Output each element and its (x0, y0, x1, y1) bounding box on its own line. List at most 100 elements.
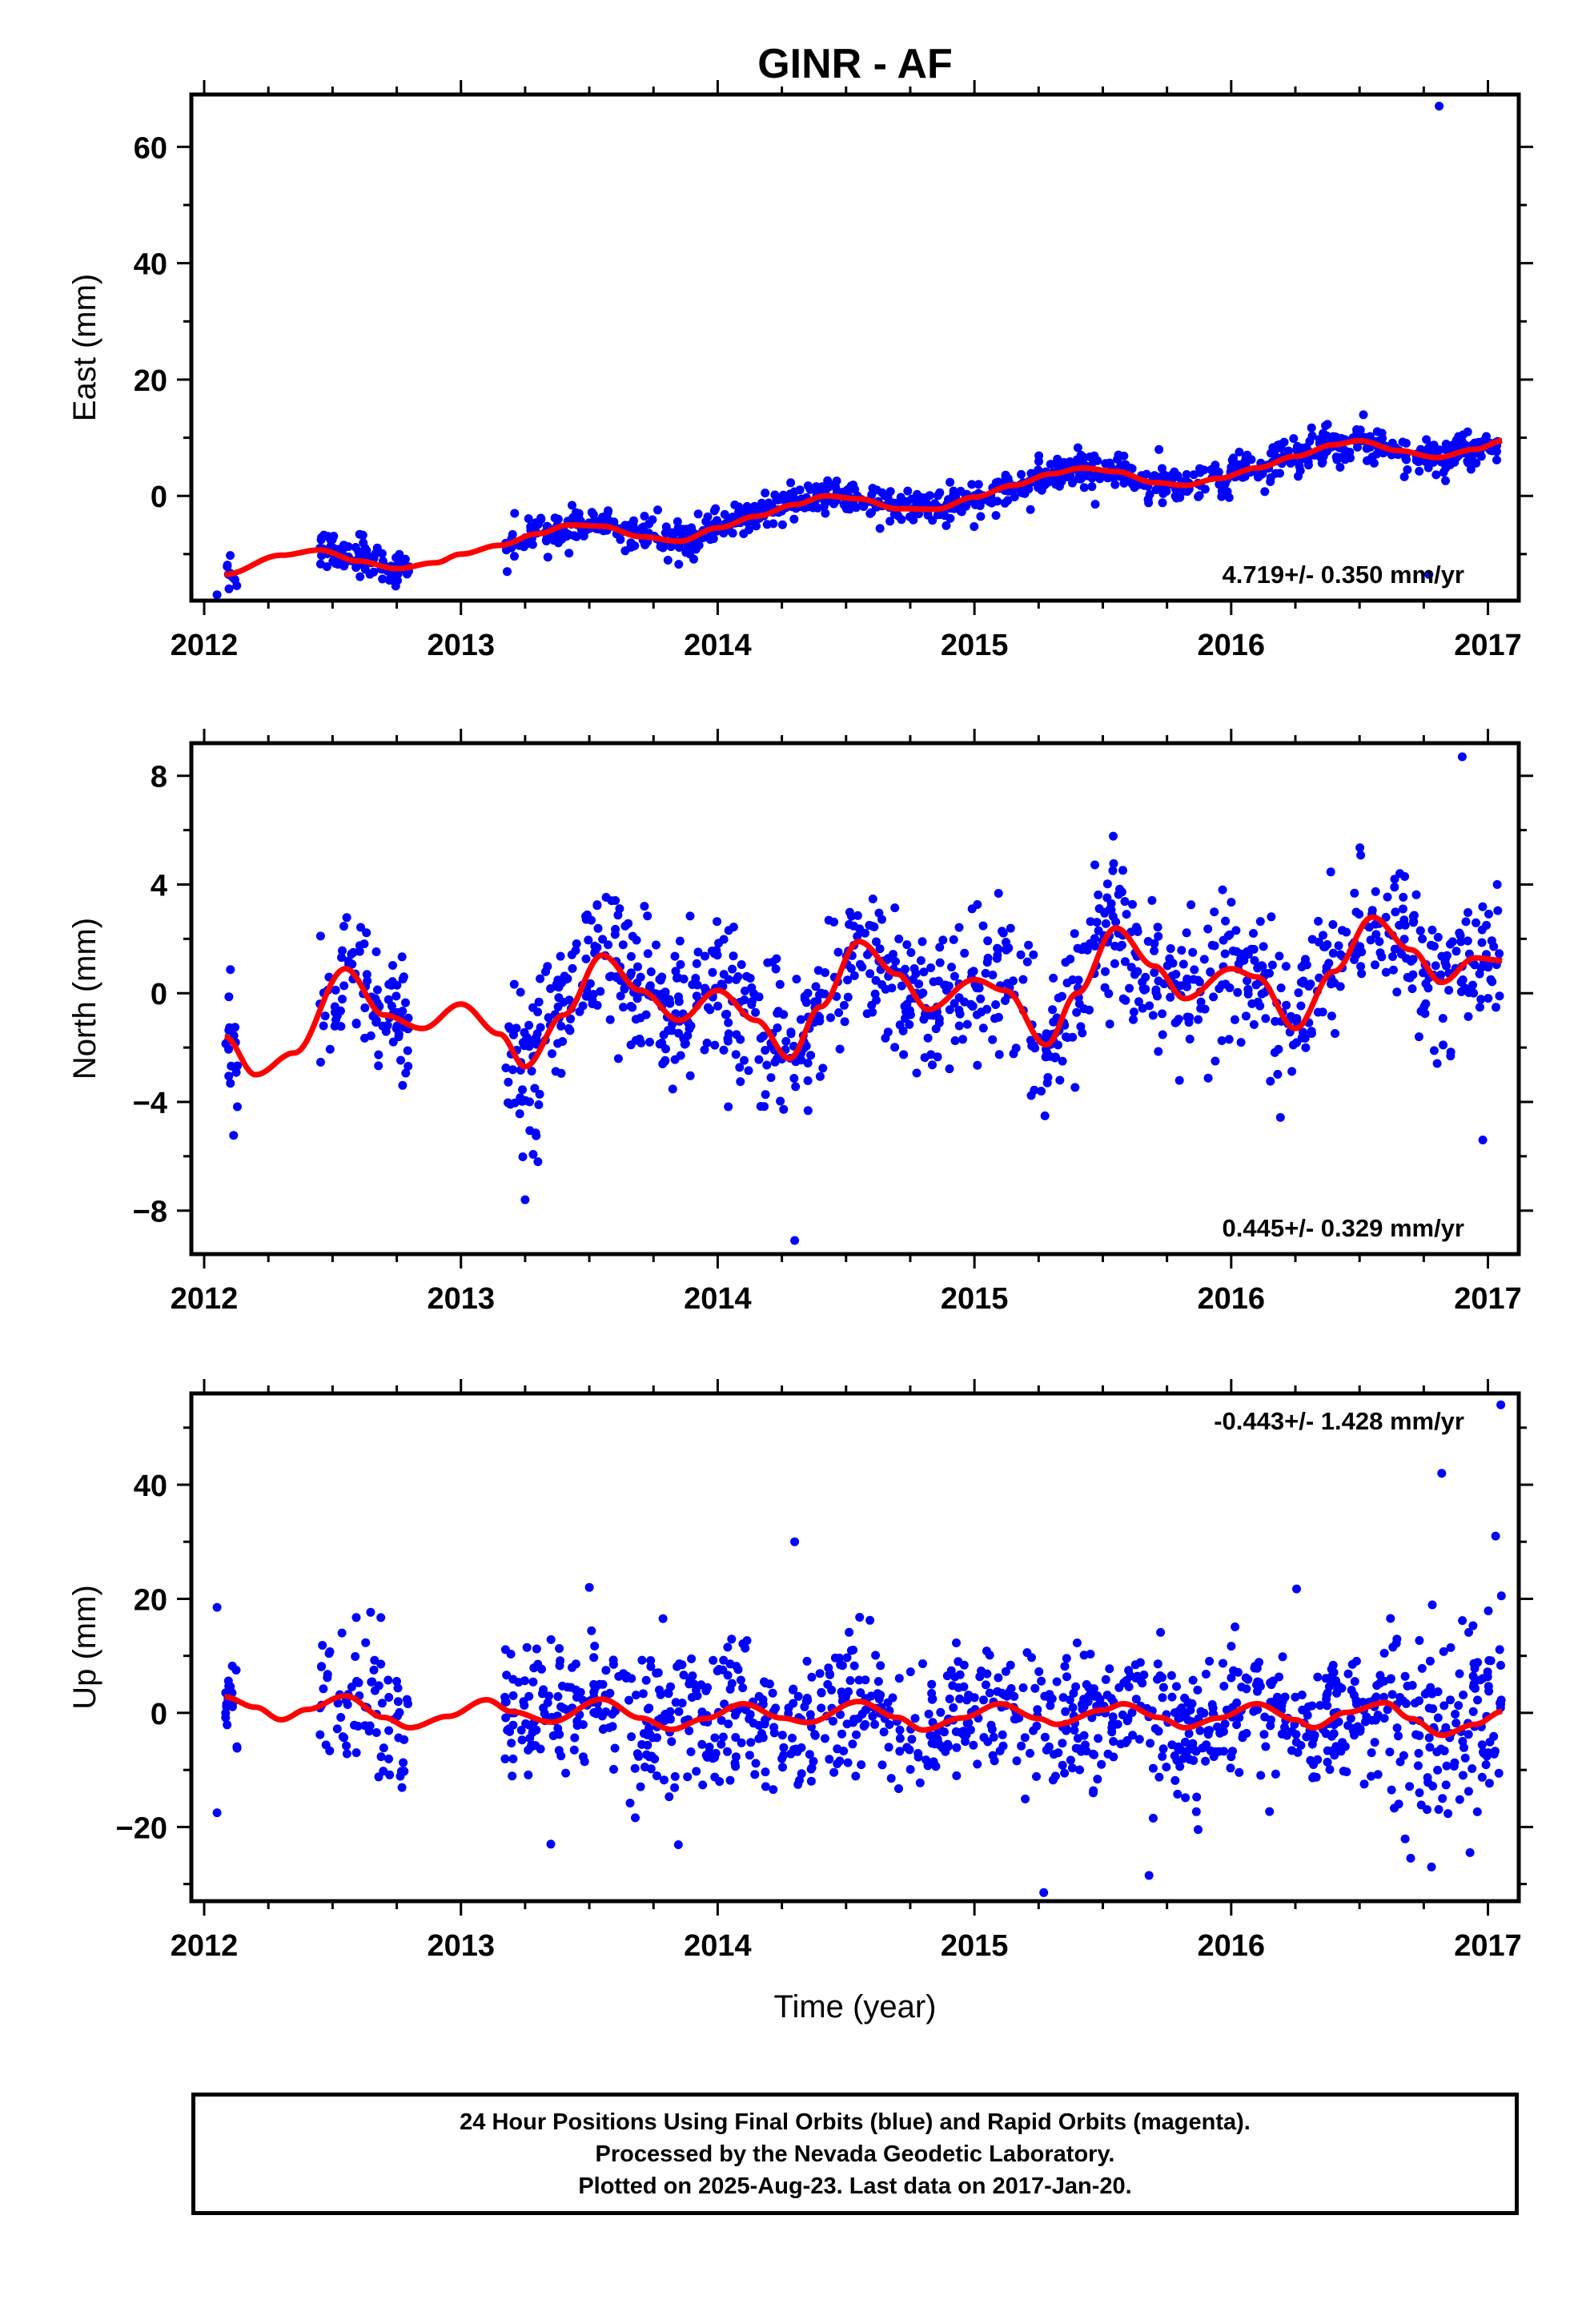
north-point (1102, 879, 1112, 889)
north-point (596, 987, 605, 996)
up-point (1455, 1669, 1464, 1679)
up-point (524, 1745, 533, 1755)
up-point (1468, 1764, 1477, 1773)
east-point (391, 581, 400, 591)
north-point (700, 1045, 709, 1055)
north-point (1141, 984, 1150, 994)
north-point (991, 1000, 1001, 1009)
east-point (711, 504, 721, 513)
north-point (781, 1036, 791, 1046)
up-point (337, 1628, 347, 1638)
up-point (589, 1708, 599, 1717)
up-point (955, 1694, 965, 1703)
east-x-tick-label: 2017 (1454, 629, 1522, 662)
east-point (541, 536, 551, 545)
north-point (926, 963, 936, 972)
north-point (590, 941, 600, 951)
up-point (590, 1683, 600, 1693)
east-point (1398, 437, 1407, 447)
up-point (1173, 1789, 1182, 1799)
up-point (371, 1728, 381, 1737)
east-point (1090, 500, 1100, 509)
up-point (1420, 1689, 1430, 1699)
north-point (1094, 926, 1103, 935)
up-point (639, 1729, 648, 1739)
up-point (1386, 1614, 1395, 1623)
north-point (1153, 923, 1162, 932)
up-point (1443, 1809, 1453, 1819)
up-point (936, 1707, 946, 1717)
north-point (702, 1038, 712, 1047)
north-point (1398, 904, 1407, 914)
east-point (1355, 425, 1365, 435)
north-point (1492, 1003, 1500, 1012)
up-point (385, 1770, 395, 1779)
up-point (1434, 1805, 1443, 1814)
north-point (1050, 1053, 1060, 1063)
north-point (581, 991, 591, 1001)
up-point (536, 1744, 545, 1754)
north-point (534, 1100, 544, 1109)
north-point (520, 1096, 530, 1105)
east-point (693, 509, 703, 519)
north-point (1130, 970, 1139, 979)
up-point (715, 1777, 725, 1787)
east-point (528, 540, 537, 549)
north-point (626, 1040, 636, 1050)
up-point (1158, 1693, 1167, 1703)
up-data-points (212, 1400, 1506, 1897)
north-point (1068, 1032, 1078, 1042)
up-point (786, 1749, 796, 1759)
up-point (1400, 1671, 1410, 1681)
north-point (1390, 883, 1399, 892)
up-point (223, 1676, 233, 1686)
north-point (362, 970, 371, 979)
up-point (367, 1677, 376, 1687)
up-outlier-point (546, 1839, 556, 1849)
up-point (845, 1676, 855, 1685)
north-point (336, 1022, 346, 1031)
up-point (1349, 1691, 1359, 1700)
east-point (1266, 448, 1275, 458)
north-point (387, 1001, 396, 1011)
up-point (587, 1626, 596, 1635)
east-x-tick-label: 2013 (427, 629, 495, 662)
east-point (603, 514, 612, 524)
north-point (1276, 983, 1286, 993)
north-point (1330, 978, 1339, 987)
up-outlier-point (1437, 1469, 1447, 1478)
up-point (554, 1746, 564, 1755)
up-point (1067, 1763, 1077, 1773)
east-point (400, 554, 410, 564)
up-point (1105, 1664, 1114, 1674)
north-point (374, 1050, 383, 1059)
up-rate-label: -0.443+/- 1.428 mm/yr (1214, 1407, 1464, 1435)
up-point (1367, 1771, 1376, 1781)
north-point (929, 977, 938, 987)
north-point (950, 999, 959, 1008)
up-point (1415, 1788, 1424, 1798)
up-point (924, 1709, 934, 1719)
north-point (1150, 946, 1159, 955)
north-point (512, 1023, 521, 1033)
north-point (761, 1090, 770, 1100)
up-point (692, 1767, 701, 1776)
up-point (1153, 1659, 1162, 1669)
north-point (1118, 994, 1128, 1003)
east-point (574, 509, 584, 518)
north-point (1092, 918, 1102, 927)
north-point (1414, 1032, 1423, 1042)
east-point (1399, 472, 1409, 481)
east-point (865, 509, 875, 518)
up-point (871, 1651, 881, 1660)
up-point (1328, 1660, 1338, 1670)
up-point (1108, 1712, 1118, 1722)
north-point (1429, 942, 1439, 951)
east-point (795, 485, 805, 495)
north-outlier-point (533, 1157, 543, 1167)
up-point (1484, 1606, 1493, 1615)
up-point (685, 1675, 695, 1685)
north-point (588, 999, 597, 1008)
east-point (1465, 453, 1475, 462)
up-point (1205, 1726, 1215, 1735)
